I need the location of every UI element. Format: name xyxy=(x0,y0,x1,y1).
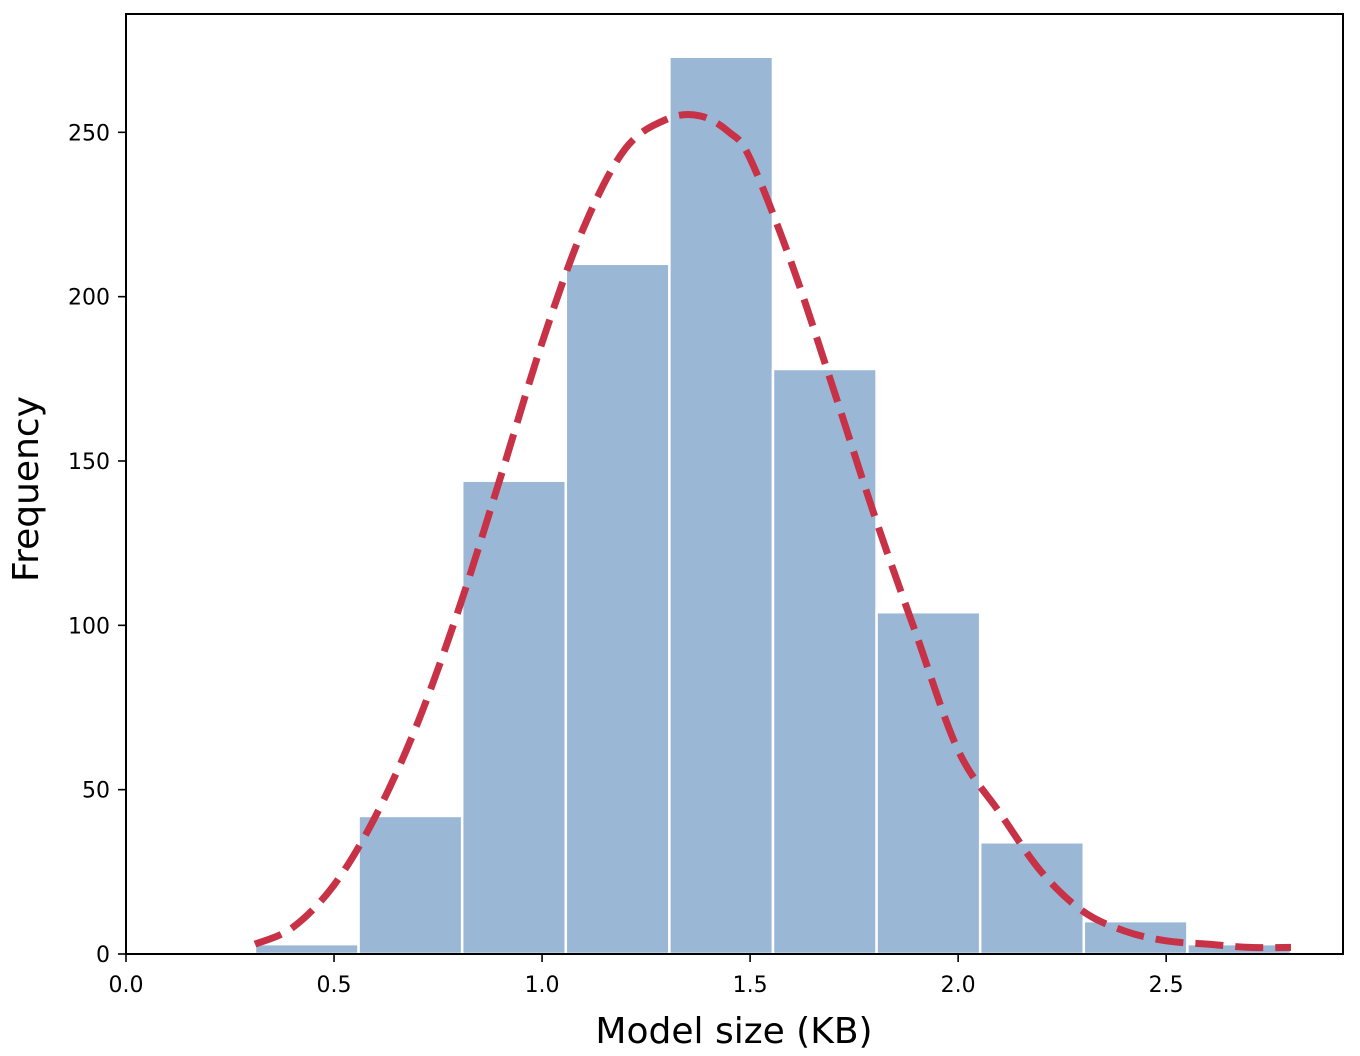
histogram-bar xyxy=(875,610,982,956)
y-tick-label: 150 xyxy=(68,450,110,475)
histogram-bar xyxy=(460,479,568,956)
histogram-bar xyxy=(668,55,775,956)
histogram-bar xyxy=(771,367,878,956)
y-tick-label: 50 xyxy=(82,779,110,804)
y-tick-label: 0 xyxy=(96,943,110,968)
plot-frame xyxy=(125,13,1344,955)
density-fit-curve xyxy=(253,111,1291,952)
x-tick-label: 2.5 xyxy=(1149,973,1184,998)
histogram-bar xyxy=(357,814,464,956)
y-axis-label: Frequency xyxy=(6,396,47,582)
x-tick-label: 2.0 xyxy=(941,973,976,998)
y-tick-label: 200 xyxy=(68,286,110,311)
x-tick-label: 0.5 xyxy=(317,973,352,998)
x-tick-label: 1.5 xyxy=(733,973,768,998)
x-tick-label: 1.0 xyxy=(525,973,560,998)
histogram-bars xyxy=(253,55,1293,956)
x-axis-label: Model size (KB) xyxy=(595,1011,872,1052)
x-tick-label: 0.0 xyxy=(109,973,144,998)
x-axis-ticks: 0.0 0.5 1.0 1.5 2.0 2.5 xyxy=(109,954,1184,998)
y-axis-ticks: 0 50 100 150 200 250 xyxy=(68,121,126,968)
y-tick-label: 100 xyxy=(68,614,110,639)
histogram-bar xyxy=(564,262,671,956)
y-tick-label: 250 xyxy=(68,121,110,146)
histogram-bar xyxy=(253,942,360,956)
